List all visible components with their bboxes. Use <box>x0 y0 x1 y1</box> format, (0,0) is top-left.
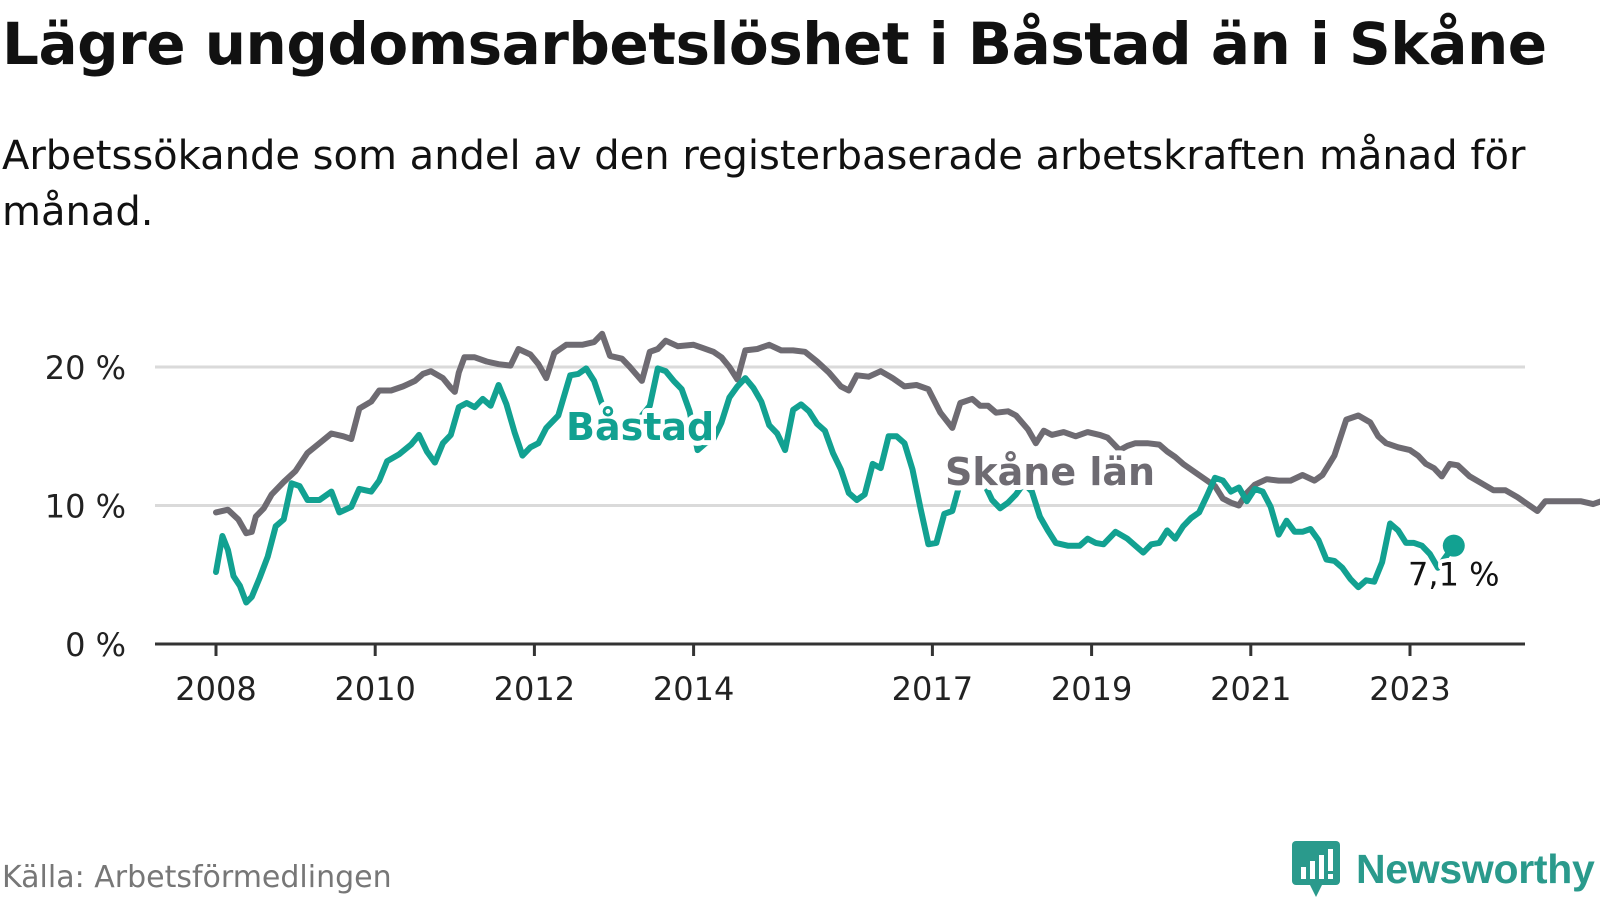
x-tick-label: 2008 <box>175 670 256 708</box>
bastad-line <box>213 365 1457 606</box>
x-tick-label: 2023 <box>1369 670 1450 708</box>
chart-title: Lägre ungdomsarbetslöshet i Båstad än i … <box>2 10 1547 78</box>
bastad-end-point <box>1442 534 1465 557</box>
x-tick-label: 2012 <box>494 670 575 708</box>
skane-lan-line <box>213 330 1600 537</box>
x-tick-label: 2010 <box>334 670 415 708</box>
skane-lan-label: Skåne län <box>945 450 1155 494</box>
x-tick-label: 2014 <box>653 670 734 708</box>
y-tick-label: 10 % <box>45 488 126 526</box>
newsworthy-bars-icon <box>1292 841 1340 897</box>
y-tick-label: 0 % <box>65 626 126 664</box>
x-tick-label: 2021 <box>1210 670 1291 708</box>
chart-subtitle: Arbetssökande som andel av den registerb… <box>2 133 1526 235</box>
x-tick-label: 2019 <box>1051 670 1132 708</box>
bastad-label: Båstad <box>566 405 714 449</box>
x-tick-label: 2017 <box>892 670 973 708</box>
y-tick-label: 20 % <box>45 349 126 387</box>
newsworthy-logo: Newsworthy <box>1292 838 1595 900</box>
bastad-end-value-label: 7,1 % <box>1408 556 1499 594</box>
brand-name: Newsworthy <box>1356 845 1595 892</box>
source-note: Källa: Arbetsförmedlingen <box>2 860 392 895</box>
